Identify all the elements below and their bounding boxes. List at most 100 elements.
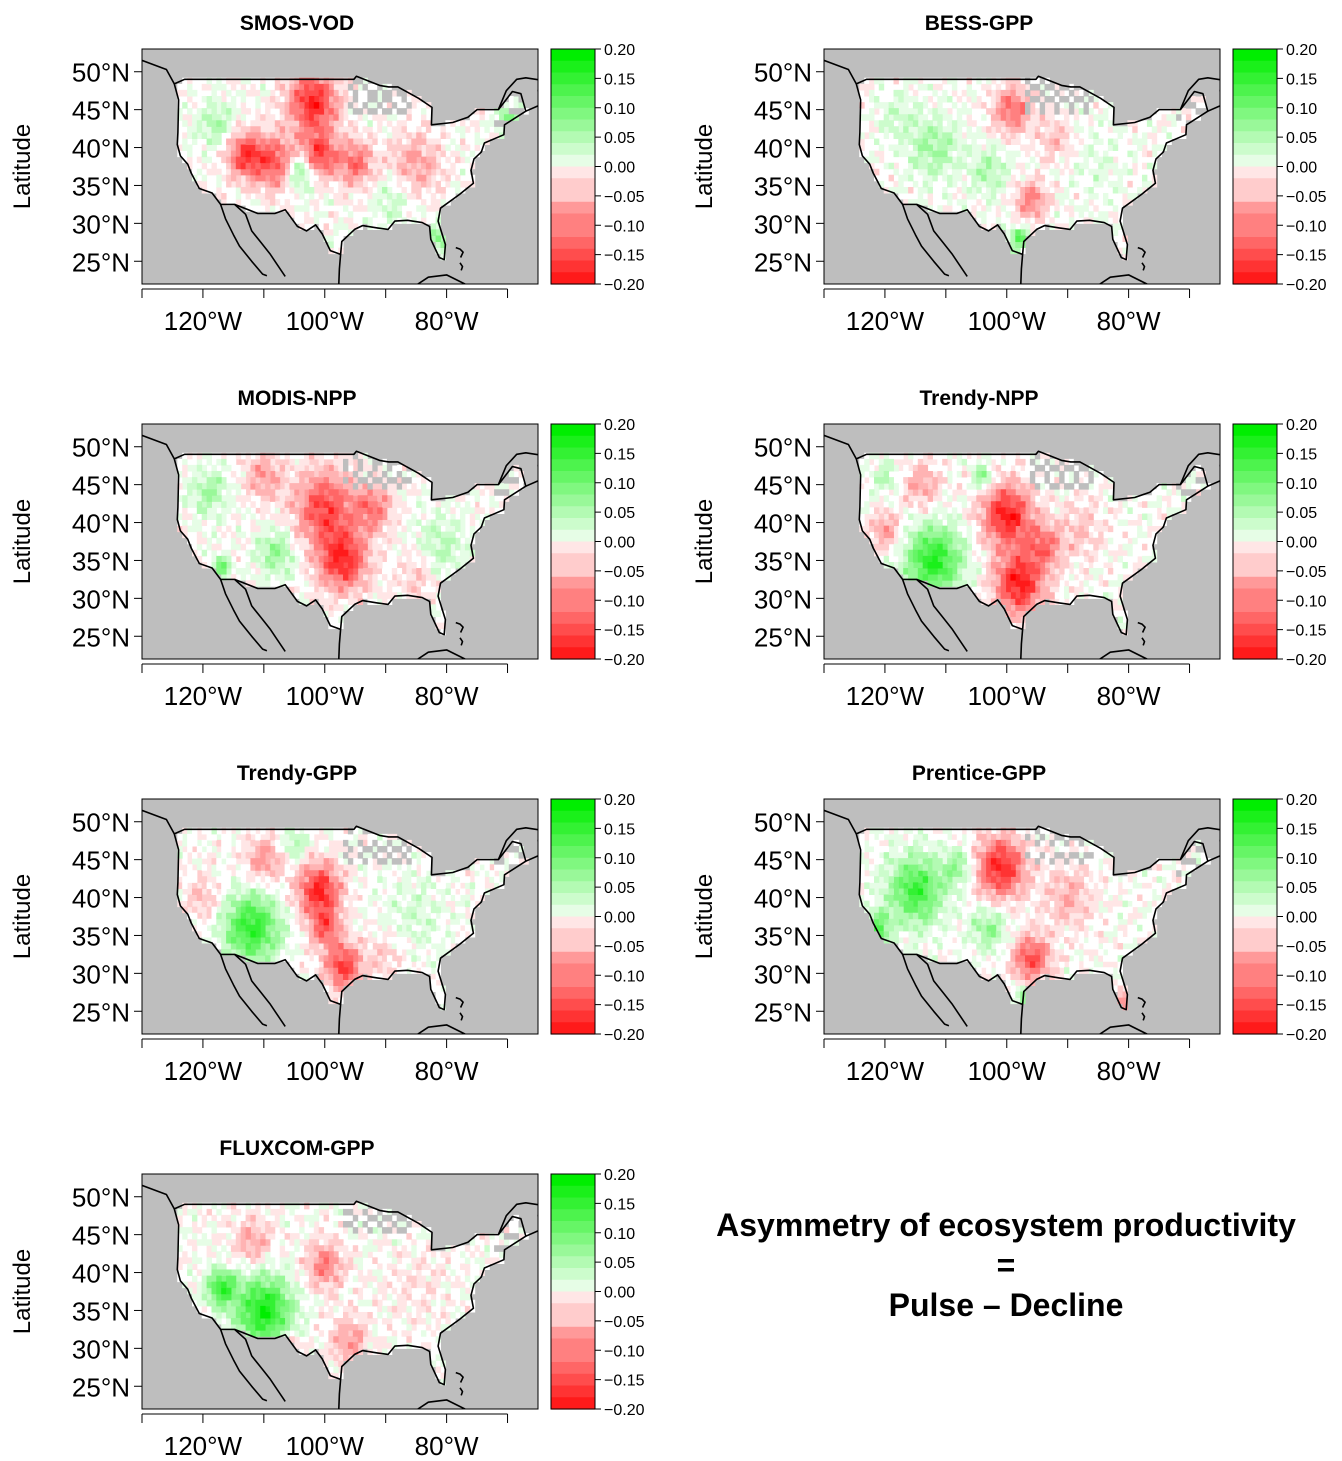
colorbar-swatch [1233, 459, 1277, 472]
colorbar-swatch [1233, 916, 1277, 929]
colorbar-tick-label: −0.05 [1286, 189, 1327, 206]
colorbar-swatch [1233, 869, 1277, 882]
y-tick-label: 40°N [72, 134, 130, 164]
colorbar-tick-label: 0.05 [1286, 130, 1317, 147]
colorbar-swatch [1233, 272, 1277, 285]
y-tick-label: 40°N [72, 509, 130, 539]
x-tick-label: 80°W [415, 681, 479, 711]
x-tick-label: 120°W [164, 1056, 243, 1086]
colorbar-swatch [551, 471, 595, 484]
colorbar-swatch [1233, 518, 1277, 531]
heat-cell-group [177, 452, 524, 630]
panel-title: MODIS-NPP [237, 387, 356, 410]
colorbar-tick-label: 0.00 [604, 1285, 635, 1302]
panel-title: SMOS-VOD [240, 12, 354, 35]
heat-cell-group [971, 827, 1128, 999]
y-tick-label: 35°N [72, 921, 130, 951]
heat-cell-group [1015, 235, 1021, 243]
colorbar-swatch [1233, 435, 1277, 449]
colorbar-tick-label: 0.05 [1286, 880, 1317, 897]
canada-coast [142, 1184, 176, 1210]
cuba-coast [1098, 274, 1149, 284]
colorbar-swatch [1233, 1022, 1277, 1035]
us-border [173, 75, 527, 261]
gulf-california-coast [916, 578, 968, 652]
heat-cell-group [211, 1275, 286, 1337]
plot-frame [141, 1173, 539, 1410]
colorbar-swatch [551, 1185, 595, 1199]
colorbar-tick-label: 0.15 [604, 1196, 635, 1213]
colorbar-swatch [551, 166, 595, 179]
colorbar-tick-label: 0.10 [1286, 101, 1317, 118]
quebec-coast [1179, 77, 1220, 110]
x-tick-label: 120°W [164, 681, 243, 711]
heat-cell-group [260, 1305, 271, 1319]
mexico-gulf-coast [1020, 629, 1024, 659]
colorbar-tick-label: −0.20 [1286, 1027, 1327, 1044]
colorbar-swatch [551, 1244, 595, 1257]
maritime-coast [525, 1215, 538, 1237]
colorbar-tick-label: 0.20 [1286, 792, 1317, 809]
heat-cell-group [216, 543, 281, 575]
colorbar-swatch [551, 541, 595, 554]
colorbar-swatch [551, 1303, 595, 1316]
y-tick-label: 40°N [754, 884, 812, 914]
heat-cell-group [869, 464, 1094, 624]
colorbar-tick-label: 0.05 [604, 1255, 635, 1272]
heat-cell-group [245, 1227, 364, 1355]
colorbar-tick-label: 0.20 [604, 1167, 635, 1184]
colorbar-swatch [551, 576, 595, 590]
x-tick-label: 100°W [286, 681, 365, 711]
y-tick-label: 25°N [754, 997, 812, 1027]
colorbar-swatch [1233, 799, 1277, 812]
heat-cell-group [990, 858, 1036, 968]
y-axis-label: Latitude [9, 1249, 36, 1334]
colorbar-tick-label: −0.15 [604, 623, 645, 640]
heat-cell-group [883, 846, 1002, 950]
colorbar-tick-label: −0.15 [1286, 998, 1327, 1015]
colorbar-swatch [1233, 612, 1277, 625]
colorbar-swatch [1233, 647, 1277, 660]
quebec-coast [497, 77, 538, 110]
heat-cell-group [922, 543, 948, 575]
colorbar-swatch [551, 435, 595, 449]
us-border [855, 75, 1209, 261]
quebec-coast [1179, 827, 1220, 860]
y-axis-label: Latitude [9, 499, 36, 584]
colorbar-tick-label: −0.10 [1286, 218, 1327, 235]
colorbar-tick-label: 0.15 [1286, 821, 1317, 838]
gulf-california-coast [234, 203, 286, 277]
colorbar-swatch [551, 424, 595, 437]
bahamas-coast [455, 621, 464, 633]
heat-cell-group [177, 1202, 524, 1380]
plot-frame [141, 798, 539, 1035]
colorbar-swatch [551, 1279, 595, 1293]
heat-cell-group [343, 452, 529, 496]
heat-cells [859, 452, 1211, 636]
heat-cell-group [917, 126, 1026, 249]
colorbar-swatch [551, 1268, 595, 1281]
colorbar-swatch [1233, 107, 1277, 121]
heat-cell-group [240, 89, 325, 170]
heat-cell-group [216, 77, 485, 230]
colorbar-tick-label: −0.05 [1286, 564, 1327, 581]
annotation-line-3: Pulse – Decline [888, 1287, 1124, 1323]
heat-cell-group [177, 77, 519, 261]
annotation-line-2: = [996, 1247, 1016, 1283]
colorbar-swatch [1233, 553, 1277, 566]
colorbar-swatch [551, 998, 595, 1012]
heat-cell-group [182, 458, 476, 581]
colorbar-tick-label: 0.10 [604, 476, 635, 493]
y-tick-label: 25°N [754, 622, 812, 652]
map-panel-1: SMOS-VOD Latitude 50°N 45°N 40°N 35°N 30°N 25°N… [9, 12, 645, 336]
colorbar-swatch [1233, 834, 1277, 847]
colorbar-swatch [551, 1174, 595, 1187]
colorbar-swatch [551, 975, 595, 988]
x-tick-label: 80°W [415, 306, 479, 336]
colorbar-tick-label: 0.00 [604, 160, 635, 177]
heat-cell-group [221, 1281, 276, 1331]
heat-cell-group [235, 83, 359, 176]
y-tick-label: 45°N [754, 846, 812, 876]
map-panel-6: Prentice-GPP Latitude 50°N 45°N 40°N 35°N 30°N… [691, 762, 1327, 1086]
